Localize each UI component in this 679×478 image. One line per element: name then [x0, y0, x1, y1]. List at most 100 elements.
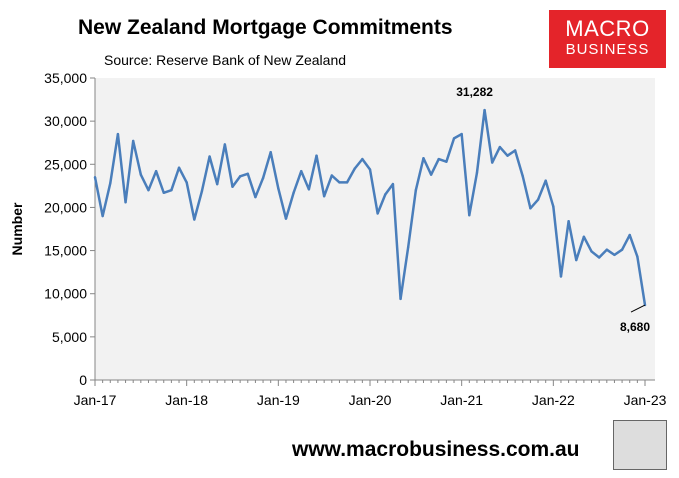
data-point [552, 205, 555, 208]
data-point [277, 187, 280, 190]
data-point [429, 173, 433, 176]
data-label-leader [630, 304, 646, 313]
y-tick-label: 25,000 [44, 156, 87, 172]
data-point [292, 191, 295, 194]
data-point [170, 188, 173, 192]
data-point [269, 151, 272, 154]
data-point [620, 248, 624, 251]
data-point [208, 155, 211, 158]
data-point [216, 182, 219, 186]
data-point [361, 157, 364, 161]
data-label-last: 8,680 [620, 320, 650, 334]
y-tick-label: 30,000 [44, 113, 87, 129]
data-point [437, 157, 440, 161]
x-tick-label: Jan-23 [624, 392, 667, 408]
macrobusiness-logo: MACRO BUSINESS [549, 10, 666, 68]
website-url: www.macrobusiness.com.au [292, 438, 580, 461]
data-point [238, 175, 242, 178]
data-point [338, 181, 341, 184]
data-point [605, 248, 609, 251]
x-tick-label: Jan-22 [532, 392, 575, 408]
x-tick-label: Jan-19 [257, 392, 300, 408]
data-point [124, 201, 127, 204]
y-tick-label: 20,000 [44, 199, 87, 215]
data-point [315, 154, 318, 157]
x-tick-label: Jan-21 [440, 392, 483, 408]
y-tick-label: 35,000 [44, 70, 87, 86]
data-point [384, 193, 387, 196]
data-point [185, 181, 188, 184]
data-point [452, 137, 456, 140]
data-point [261, 176, 265, 180]
data-point [406, 245, 410, 249]
wolf-logo-image [613, 420, 667, 470]
data-point [391, 182, 395, 186]
data-point [567, 220, 570, 223]
data-point [613, 253, 616, 257]
data-point [116, 132, 120, 136]
data-point [193, 218, 196, 221]
data-point [422, 157, 425, 160]
data-point [330, 174, 334, 177]
y-tick-label: 0 [79, 372, 87, 388]
data-point [575, 258, 578, 262]
data-point [491, 161, 494, 164]
data-point [246, 172, 249, 175]
data-point [483, 108, 486, 112]
x-tick-label: Jan-17 [74, 392, 117, 408]
data-point [254, 195, 257, 199]
data-point [177, 166, 181, 169]
data-point [139, 173, 143, 176]
data-point [162, 191, 165, 194]
y-tick-label: 5,000 [52, 329, 87, 345]
data-point [468, 213, 471, 217]
data-point [223, 143, 227, 146]
data-point [368, 168, 372, 171]
data-point [544, 179, 547, 182]
data-point [300, 169, 303, 173]
data-point [109, 182, 112, 185]
data-point [475, 171, 479, 175]
plot-area [95, 78, 655, 380]
data-point [582, 235, 586, 238]
data-label-peak: 31,282 [456, 85, 493, 99]
data-point [529, 207, 532, 210]
data-point [536, 198, 540, 201]
data-point [498, 145, 502, 149]
data-point [590, 250, 593, 253]
data-point [154, 169, 158, 173]
data-point [399, 297, 402, 301]
logo-line1: MACRO [565, 16, 650, 41]
data-point [460, 132, 463, 136]
data-point [636, 255, 639, 258]
chart-subtitle: Source: Reserve Bank of New Zealand [104, 52, 347, 68]
data-point [414, 188, 418, 192]
data-point [231, 185, 234, 188]
x-tick-label: Jan-18 [165, 392, 208, 408]
data-point [101, 214, 104, 218]
data-point [559, 275, 563, 278]
data-point [307, 188, 311, 191]
data-point [521, 175, 524, 178]
y-tick-label: 15,000 [44, 243, 87, 259]
data-point [506, 154, 509, 157]
data-point [131, 139, 135, 143]
logo-line2: BUSINESS [565, 41, 650, 58]
y-axis-label: Number [9, 202, 25, 255]
data-point [445, 160, 448, 163]
data-point [353, 167, 356, 170]
data-point [628, 233, 631, 237]
data-point [513, 149, 517, 152]
data-point [597, 256, 601, 259]
data-point [376, 212, 379, 215]
x-tick-label: Jan-20 [349, 392, 392, 408]
y-tick-label: 10,000 [44, 286, 87, 302]
data-point [322, 195, 326, 198]
data-point [200, 189, 204, 193]
data-point [147, 188, 150, 192]
data-point [345, 181, 349, 184]
chart-title: New Zealand Mortgage Commitments [78, 16, 453, 39]
data-point [284, 217, 288, 220]
